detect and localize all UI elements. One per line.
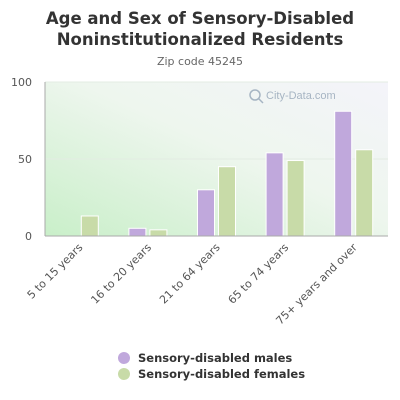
chart-title-line-1: Age and Sex of Sensory-Disabled <box>45 9 355 28</box>
gridlines <box>45 81 388 160</box>
x-tick-label: 21 to 64 years <box>157 241 223 307</box>
bar-females <box>218 166 236 237</box>
legend-item-males: Sensory-disabled males <box>118 350 305 366</box>
bar-chart: 0 50 100 5 to 15 years 16 to 20 years 21 to … <box>11 76 388 327</box>
legend-label-females: Sensory-disabled females <box>138 367 306 381</box>
bar-males <box>265 152 284 237</box>
bar-females <box>355 149 374 237</box>
bar-males <box>334 110 353 237</box>
legend-swatch-males <box>118 352 130 364</box>
chart-subtitle: Zip code 45245 <box>156 55 244 68</box>
x-tick-label: 16 to 20 years <box>88 241 154 307</box>
x-axis: 5 to 15 years 16 to 20 years 21 to 64 year… <box>25 235 388 327</box>
y-tick-label: 100 <box>11 76 32 89</box>
watermark-text: City-Data.com <box>266 90 336 102</box>
y-axis: 0 50 100 <box>11 76 46 243</box>
y-tick-label: 50 <box>18 153 32 166</box>
legend-label-males: Sensory-disabled males <box>138 351 293 365</box>
bars <box>80 110 374 237</box>
legend-item-females: Sensory-disabled females <box>118 366 305 382</box>
bar-females <box>149 229 168 237</box>
legend-swatch-females <box>118 368 130 380</box>
bar-females <box>80 215 99 237</box>
chart-title-line-2: Noninstitutionalized Residents <box>56 30 344 49</box>
chart-title: Age and Sex of Sensory-Disabled Noninsti… <box>0 8 400 50</box>
watermark: City-Data.com <box>249 89 336 104</box>
bar-females <box>286 160 305 237</box>
legend: Sensory-disabled males Sensory-disabled … <box>118 350 305 382</box>
bar-males <box>197 189 215 237</box>
bar-males <box>128 227 147 237</box>
x-tick-label: 5 to 15 years <box>25 241 86 302</box>
y-tick-label: 0 <box>25 230 32 243</box>
x-tick-label: 65 to 74 years <box>226 241 292 307</box>
